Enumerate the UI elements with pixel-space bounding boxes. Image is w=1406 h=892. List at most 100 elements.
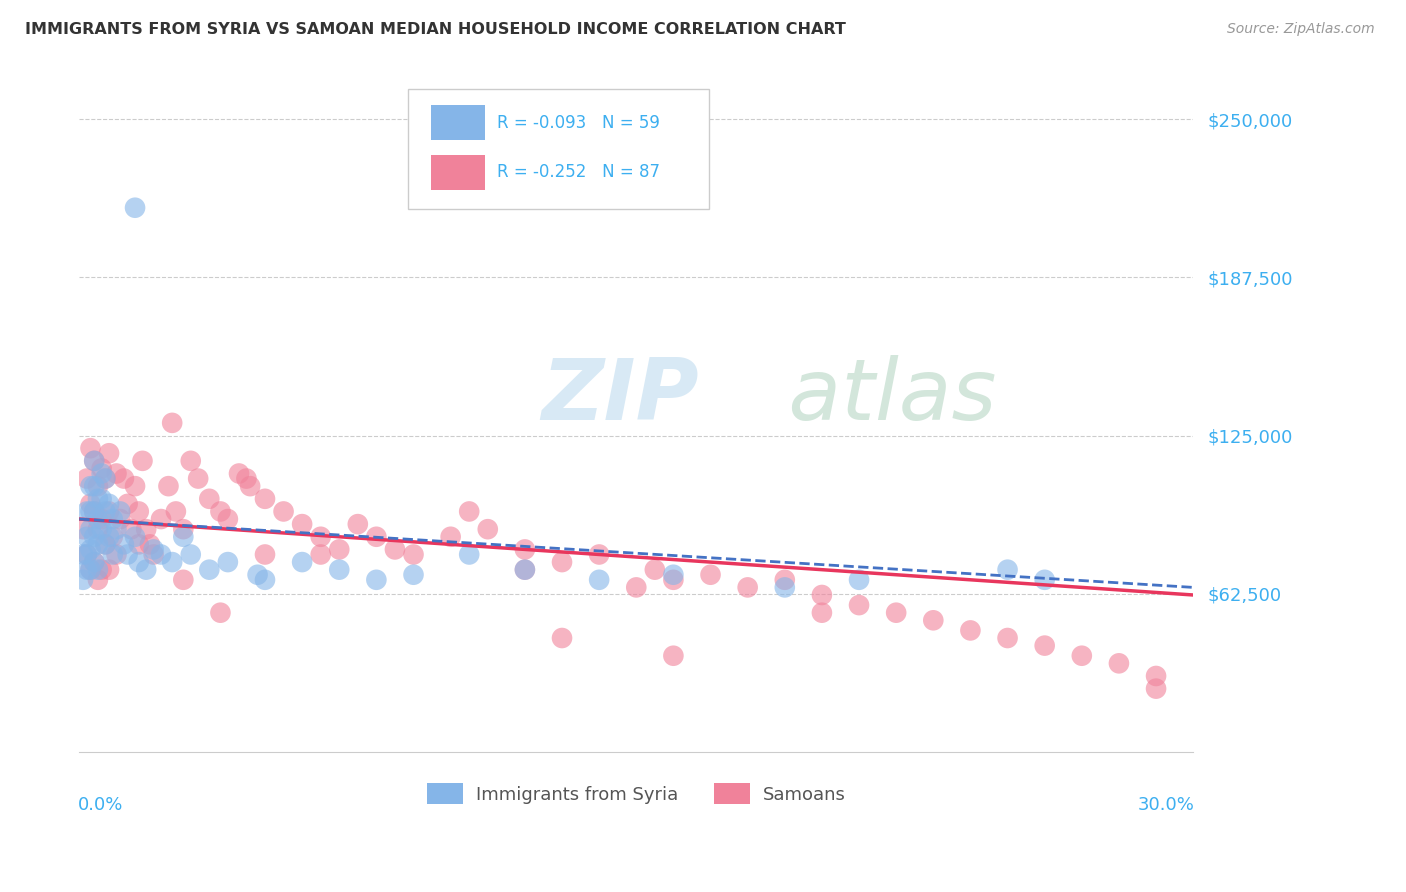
- Point: [737, 581, 759, 595]
- Point: [328, 542, 350, 557]
- Point: [1033, 573, 1056, 587]
- Point: [773, 573, 796, 587]
- Point: [848, 598, 870, 612]
- Point: [87, 573, 110, 587]
- Point: [124, 201, 146, 215]
- Point: [83, 555, 105, 569]
- Point: [253, 548, 276, 562]
- FancyBboxPatch shape: [408, 89, 709, 209]
- Point: [128, 504, 150, 518]
- Point: [135, 522, 157, 536]
- Point: [72, 522, 94, 536]
- Point: [108, 504, 131, 518]
- Point: [811, 588, 834, 602]
- Point: [217, 555, 239, 569]
- Point: [94, 537, 117, 551]
- Point: [87, 512, 110, 526]
- Point: [105, 548, 128, 562]
- Text: Source: ZipAtlas.com: Source: ZipAtlas.com: [1227, 22, 1375, 37]
- Point: [142, 542, 165, 557]
- Point: [98, 563, 121, 577]
- Point: [551, 631, 574, 645]
- Point: [997, 631, 1019, 645]
- Point: [83, 454, 105, 468]
- Point: [83, 555, 105, 569]
- Point: [160, 555, 183, 569]
- Point: [117, 548, 139, 562]
- Point: [76, 504, 98, 518]
- Point: [644, 563, 666, 577]
- Point: [94, 504, 117, 518]
- Point: [588, 548, 610, 562]
- Point: [384, 542, 406, 557]
- Point: [209, 504, 232, 518]
- Point: [124, 530, 146, 544]
- Point: [79, 497, 101, 511]
- Point: [180, 548, 202, 562]
- Point: [402, 548, 425, 562]
- Point: [83, 454, 105, 468]
- Point: [79, 563, 101, 577]
- Point: [1144, 669, 1167, 683]
- Text: R = -0.093   N = 59: R = -0.093 N = 59: [498, 113, 659, 131]
- Point: [79, 441, 101, 455]
- Point: [157, 479, 180, 493]
- Point: [120, 522, 142, 536]
- FancyBboxPatch shape: [432, 154, 485, 190]
- Point: [662, 648, 685, 663]
- Point: [83, 530, 105, 544]
- Text: R = -0.252   N = 87: R = -0.252 N = 87: [498, 163, 659, 181]
- Point: [72, 573, 94, 587]
- Point: [848, 573, 870, 587]
- Point: [87, 563, 110, 577]
- Point: [105, 467, 128, 481]
- Point: [90, 491, 112, 506]
- Point: [124, 479, 146, 493]
- Point: [235, 471, 257, 485]
- Point: [1108, 657, 1130, 671]
- Point: [811, 606, 834, 620]
- Point: [309, 530, 332, 544]
- Point: [291, 555, 314, 569]
- Point: [76, 530, 98, 544]
- Point: [76, 563, 98, 577]
- Point: [79, 542, 101, 557]
- Point: [101, 548, 124, 562]
- Point: [79, 563, 101, 577]
- Point: [366, 530, 388, 544]
- Point: [128, 555, 150, 569]
- Point: [90, 467, 112, 481]
- Point: [142, 548, 165, 562]
- Text: ZIP: ZIP: [541, 355, 699, 438]
- Point: [366, 573, 388, 587]
- Point: [246, 567, 269, 582]
- Point: [101, 530, 124, 544]
- Point: [94, 537, 117, 551]
- Point: [588, 573, 610, 587]
- Point: [135, 563, 157, 577]
- Point: [98, 446, 121, 460]
- Point: [83, 504, 105, 518]
- Point: [76, 548, 98, 562]
- Point: [1070, 648, 1092, 663]
- Text: 30.0%: 30.0%: [1137, 797, 1194, 814]
- Point: [180, 454, 202, 468]
- Point: [105, 522, 128, 536]
- Point: [165, 504, 187, 518]
- Point: [1144, 681, 1167, 696]
- Point: [458, 504, 481, 518]
- Point: [90, 522, 112, 536]
- Point: [139, 537, 162, 551]
- Point: [273, 504, 295, 518]
- Point: [440, 530, 463, 544]
- Point: [76, 548, 98, 562]
- Point: [90, 461, 112, 475]
- Point: [87, 491, 110, 506]
- Point: [309, 548, 332, 562]
- Point: [513, 563, 536, 577]
- Point: [83, 504, 105, 518]
- Point: [76, 471, 98, 485]
- Point: [172, 573, 194, 587]
- Point: [112, 471, 135, 485]
- Point: [662, 573, 685, 587]
